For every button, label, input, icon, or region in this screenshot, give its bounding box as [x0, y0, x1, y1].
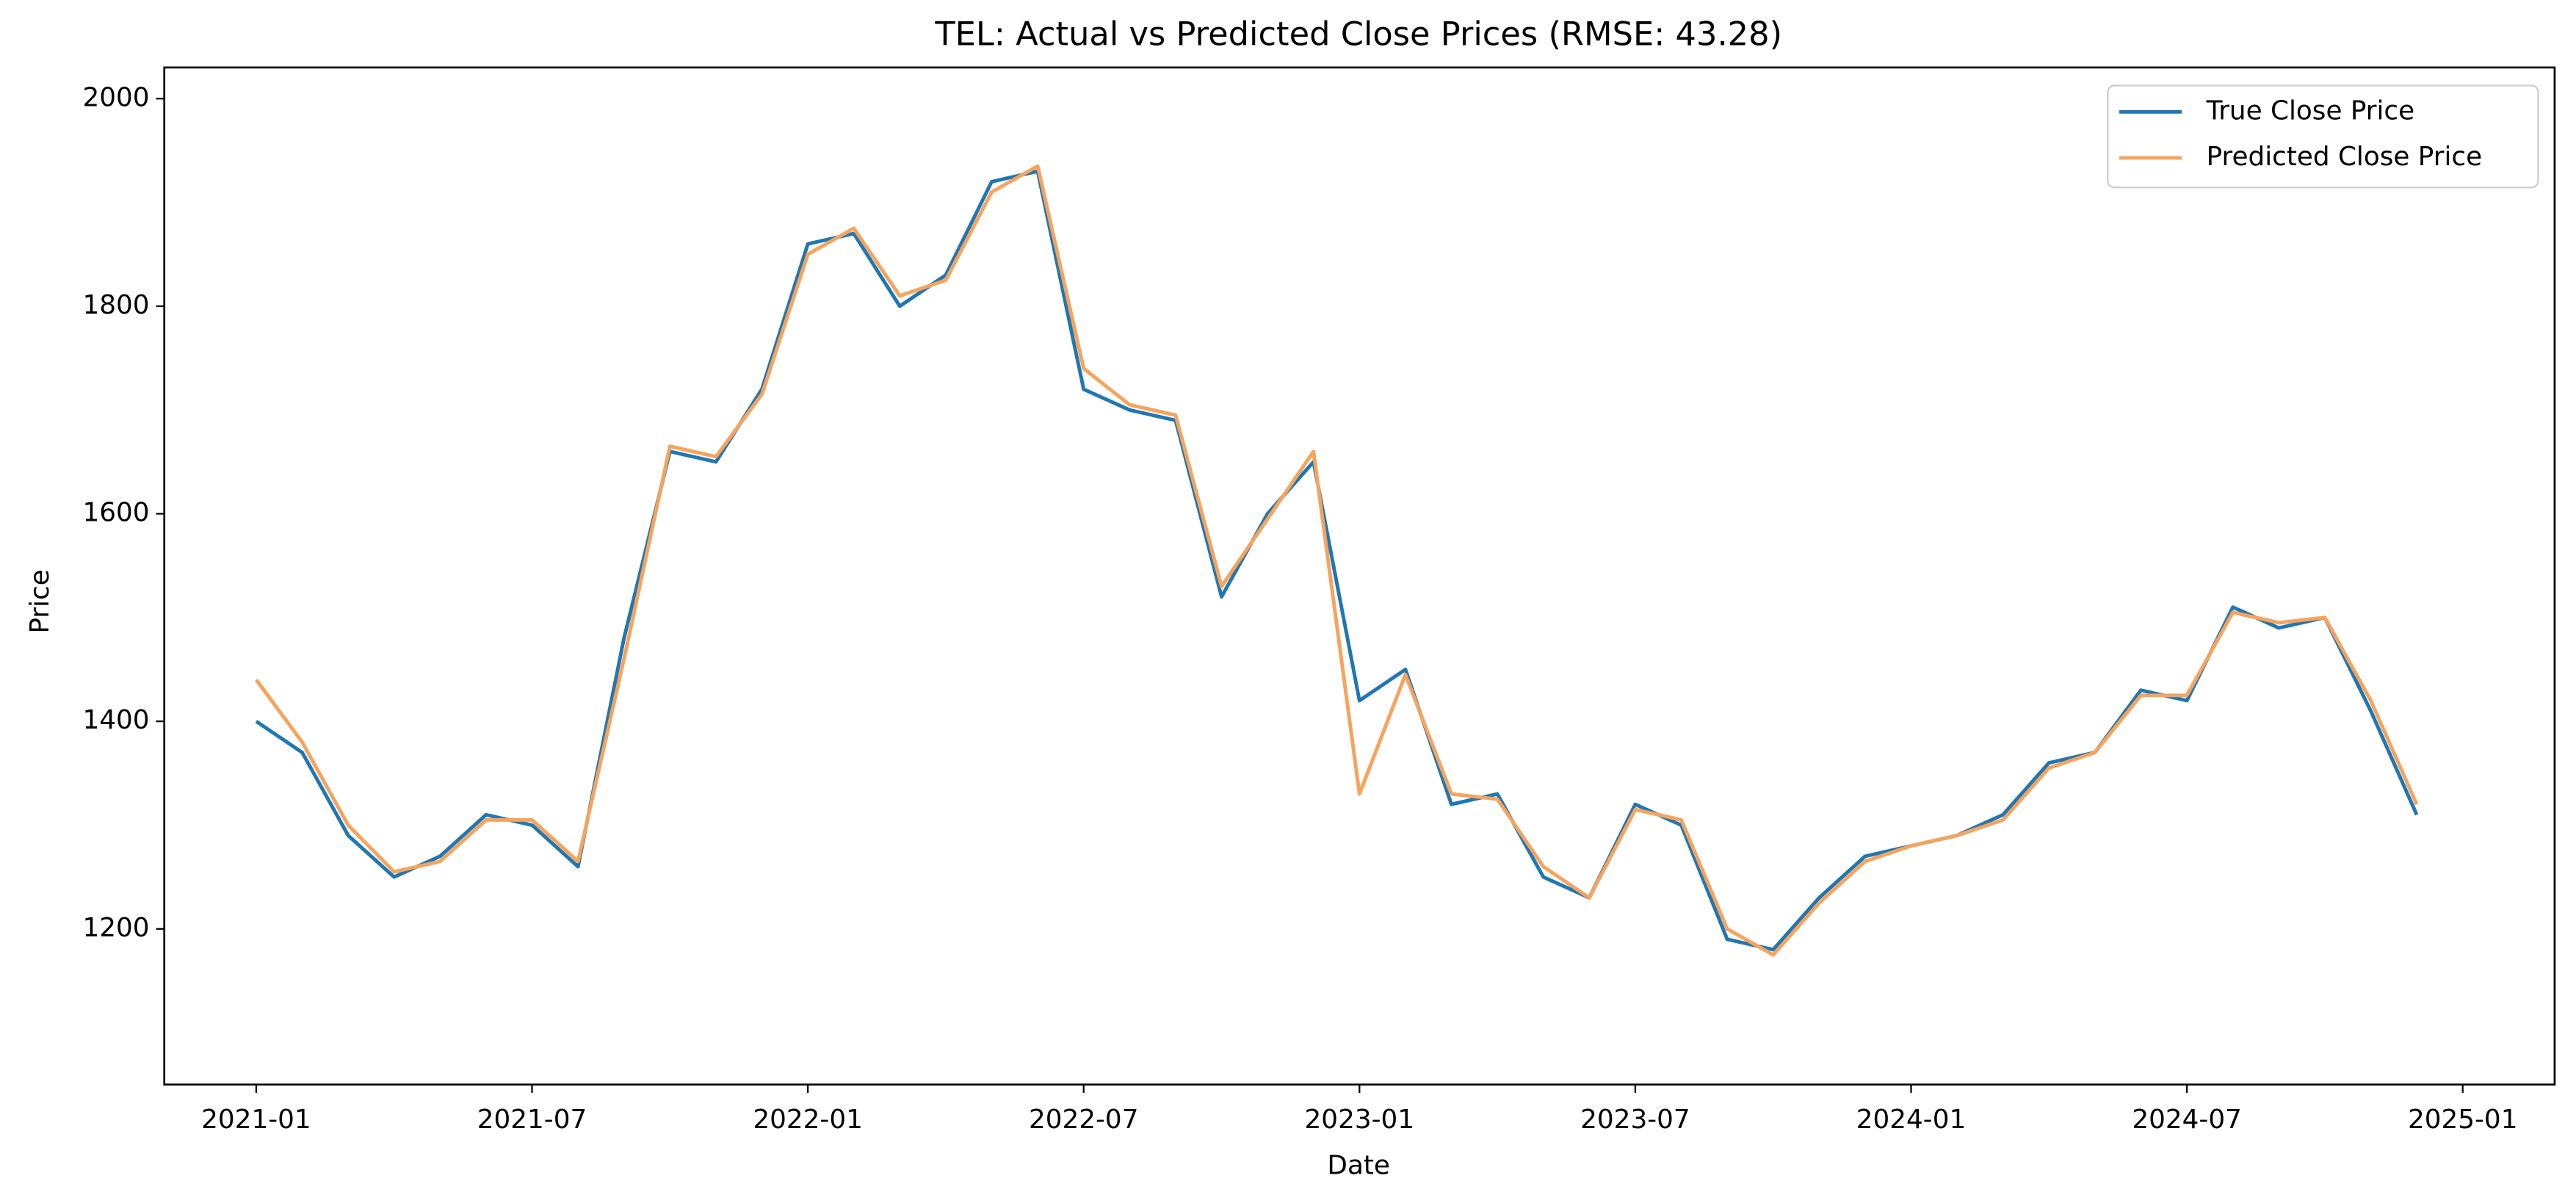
y-tick-label: 1600: [83, 498, 150, 528]
x-tick-label: 2024-01: [1856, 1105, 1967, 1135]
y-tick-label: 1400: [83, 705, 150, 735]
plot-frame: [163, 66, 2556, 1086]
y-tick-label: 1200: [83, 913, 150, 943]
x-tick-label: 2023-07: [1580, 1105, 1690, 1135]
legend-box: [2107, 84, 2539, 189]
x-tick-label: 2021-01: [201, 1105, 311, 1135]
chart-title: TEL: Actual vs Predicted Close Prices (R…: [934, 14, 1782, 53]
x-tick-label: 2022-07: [1029, 1105, 1139, 1135]
x-tick-label: 2022-01: [753, 1105, 863, 1135]
legend: True Close Price Predicted Close Price: [2107, 84, 2539, 189]
x-tick-label: 2023-01: [1305, 1105, 1415, 1135]
legend-label: Predicted Close Price: [2207, 142, 2482, 172]
legend-label: True Close Price: [2206, 95, 2415, 126]
y-tick-label: 2000: [83, 82, 150, 112]
y-axis-label: Price: [25, 569, 55, 633]
x-axis-label: Date: [1327, 1151, 1390, 1181]
y-tick-label: 1800: [83, 290, 150, 320]
x-tick-label: 2024-07: [2132, 1105, 2242, 1135]
x-tick-label: 2025-01: [2408, 1105, 2518, 1135]
x-tick-label: 2021-07: [477, 1105, 587, 1135]
series-line: [254, 164, 2419, 957]
series-line: [255, 169, 2419, 952]
